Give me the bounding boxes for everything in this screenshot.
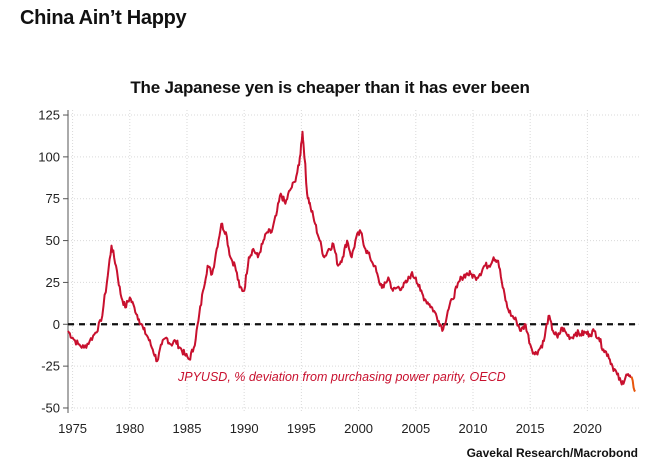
- x-tick-label: 1980: [115, 421, 144, 436]
- y-tick-label: 75: [46, 191, 60, 206]
- source-credit: Gavekal Research/Macrobond: [466, 446, 638, 460]
- x-tick-label: 2015: [516, 421, 545, 436]
- series-annotation: JPYUSD, % deviation from purchasing powe…: [177, 370, 506, 384]
- y-tick-label: 25: [46, 275, 60, 290]
- y-tick-label: 50: [46, 233, 60, 248]
- chart-title: The Japanese yen is cheaper than it has …: [130, 78, 530, 97]
- x-tick-label: 2000: [344, 421, 373, 436]
- grid: [68, 110, 640, 413]
- labels: JPYUSD, % deviation from purchasing powe…: [177, 370, 506, 384]
- x-tick-label: 2005: [401, 421, 430, 436]
- headline: China Ain’t Happy: [20, 7, 187, 29]
- series: [67, 130, 636, 393]
- y-tick-label: 100: [38, 149, 60, 164]
- x-tick-label: 1975: [58, 421, 87, 436]
- x-tick-label: 1985: [173, 421, 202, 436]
- x-tick-label: 2020: [573, 421, 602, 436]
- x-tick-label: 2010: [459, 421, 488, 436]
- series-line: [67, 130, 632, 386]
- x-tick-label: 1990: [230, 421, 259, 436]
- y-tick-label: 125: [38, 108, 60, 123]
- x-tick-label: 1995: [287, 421, 316, 436]
- y-tick-label: -25: [41, 359, 60, 374]
- y-tick-label: -50: [41, 400, 60, 415]
- series-line-latest: [630, 376, 636, 393]
- y-tick-label: 0: [53, 317, 60, 332]
- axes: 1975 1980 1985 1990 1995 2000 2005 2010 2015 2020…: [38, 108, 602, 436]
